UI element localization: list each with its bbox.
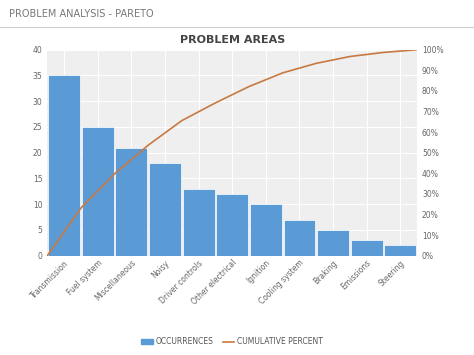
Title: PROBLEM AREAS: PROBLEM AREAS (180, 35, 285, 45)
Bar (250, 204, 282, 256)
Bar (82, 127, 114, 256)
Text: PROBLEM ANALYSIS - PARETO: PROBLEM ANALYSIS - PARETO (9, 9, 154, 19)
Bar (216, 194, 248, 256)
Bar (116, 147, 147, 256)
Bar (351, 240, 383, 256)
Bar (317, 230, 349, 256)
Legend: OCCURRENCES, CUMULATIVE PERCENT: OCCURRENCES, CUMULATIVE PERCENT (138, 334, 326, 349)
Bar (149, 163, 181, 256)
Bar (283, 219, 316, 256)
Bar (182, 189, 215, 256)
Bar (48, 75, 80, 256)
Bar (384, 245, 416, 256)
